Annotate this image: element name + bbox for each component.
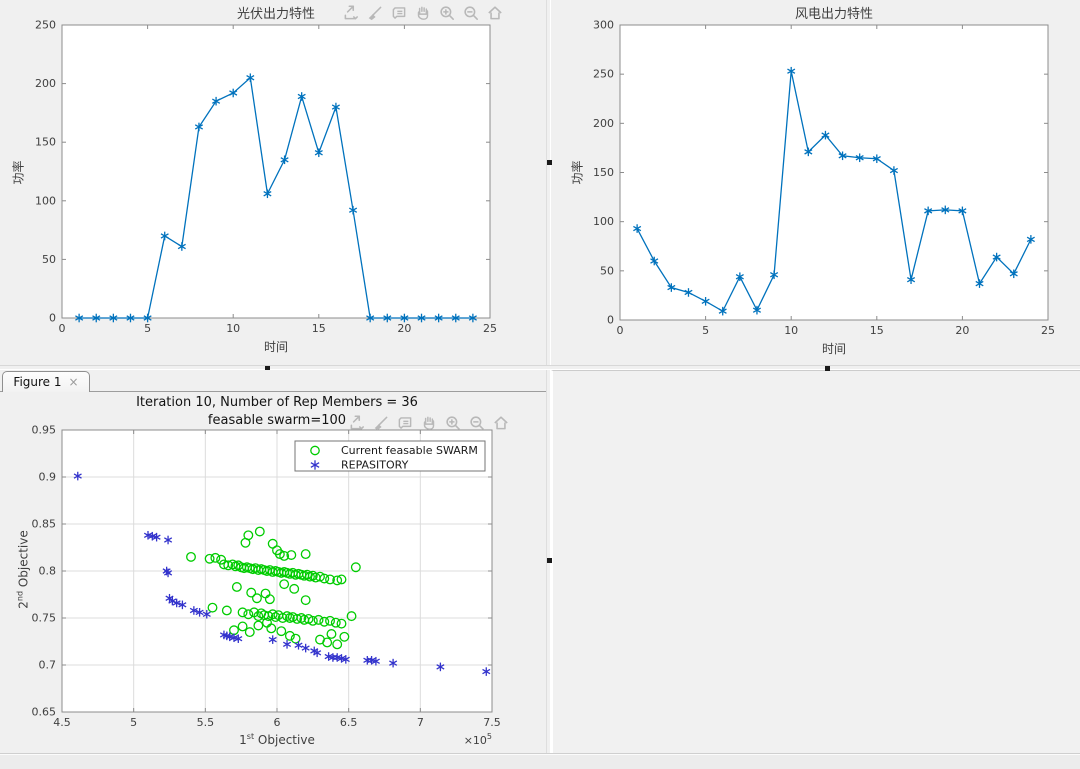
- svg-text:200: 200: [35, 77, 56, 90]
- status-bar: [0, 754, 1080, 769]
- svg-text:250: 250: [593, 68, 614, 81]
- svg-text:0.7: 0.7: [39, 659, 57, 672]
- svg-text:150: 150: [593, 166, 614, 179]
- home-icon[interactable]: [491, 413, 510, 432]
- svg-text:0.75: 0.75: [32, 612, 57, 625]
- legend-label-swarm: Current feasable SWARM: [341, 444, 478, 457]
- pan-icon[interactable]: [413, 3, 432, 22]
- wind-chart-title: 风电出力特性: [794, 7, 873, 22]
- svg-text:300: 300: [593, 19, 614, 32]
- svg-text:15: 15: [312, 322, 326, 335]
- svg-text:100: 100: [35, 194, 56, 207]
- svg-text:10: 10: [784, 324, 798, 337]
- pv-xlabel: 时间: [263, 340, 288, 354]
- svg-text:4.5: 4.5: [53, 716, 71, 729]
- svg-text:0: 0: [607, 314, 614, 327]
- wind-xlabel: 时间: [821, 342, 846, 356]
- pareto-title-line1: Iteration 10, Number of Rep Members = 36: [136, 395, 418, 410]
- zoom-out-icon[interactable]: [467, 413, 486, 432]
- wind-figure-panel: 风电出力特性 0 5 10 15 20 25 0 50 100 150 200 250 300 功率 时…: [551, 0, 1080, 365]
- svg-text:0.95: 0.95: [32, 424, 57, 437]
- svg-text:100: 100: [593, 215, 614, 228]
- pareto-ylabel: 2nd Objective: [15, 530, 31, 609]
- svg-text:0: 0: [49, 312, 56, 325]
- x-axis-multiplier: ×105: [464, 732, 492, 747]
- figure1-panel: Figure 1 × Iteration 10, Number of Rep M…: [0, 370, 546, 754]
- datatip-icon[interactable]: [395, 413, 414, 432]
- svg-text:5: 5: [130, 716, 137, 729]
- vertical-splitter-bottom[interactable]: [546, 370, 552, 754]
- vertical-splitter-top[interactable]: [546, 0, 552, 365]
- zoom-in-icon[interactable]: [443, 413, 462, 432]
- axes-toolbar: [341, 3, 504, 22]
- svg-text:6.5: 6.5: [340, 716, 358, 729]
- svg-text:250: 250: [35, 19, 56, 32]
- tab-close-icon[interactable]: ×: [68, 375, 79, 389]
- tab-figure-1[interactable]: Figure 1 ×: [2, 371, 90, 392]
- svg-text:5.5: 5.5: [197, 716, 215, 729]
- splitter-handle[interactable]: [547, 160, 552, 165]
- legend-label-repository: REPASITORY: [341, 459, 409, 472]
- svg-text:5: 5: [702, 324, 709, 337]
- svg-text:20: 20: [955, 324, 969, 337]
- svg-text:15: 15: [870, 324, 884, 337]
- splitter-handle[interactable]: [825, 366, 830, 371]
- svg-text:0.8: 0.8: [39, 565, 57, 578]
- svg-text:10: 10: [226, 322, 240, 335]
- svg-text:20: 20: [397, 322, 411, 335]
- brush-icon[interactable]: [371, 413, 390, 432]
- svg-text:6: 6: [274, 716, 281, 729]
- splitter-handle[interactable]: [265, 366, 270, 371]
- svg-text:25: 25: [1041, 324, 1055, 337]
- pv-ylabel: 功率: [11, 160, 26, 185]
- svg-text:50: 50: [600, 264, 614, 277]
- export-icon[interactable]: [347, 413, 366, 432]
- axes-toolbar: [347, 413, 510, 432]
- svg-text:50: 50: [42, 253, 56, 266]
- brush-icon[interactable]: [365, 3, 384, 22]
- splitter-handle[interactable]: [547, 558, 552, 563]
- zoom-out-icon[interactable]: [461, 3, 480, 22]
- svg-text:200: 200: [593, 117, 614, 130]
- svg-text:0.65: 0.65: [32, 706, 57, 719]
- empty-panel: [551, 370, 1080, 754]
- wind-ylabel: 功率: [570, 160, 585, 185]
- datatip-icon[interactable]: [389, 3, 408, 22]
- home-icon[interactable]: [485, 3, 504, 22]
- svg-text:5: 5: [144, 322, 151, 335]
- legend: Current feasable SWARM REPASITORY: [294, 440, 486, 472]
- tab-figure-1-label: Figure 1: [13, 375, 62, 389]
- svg-text:150: 150: [35, 136, 56, 149]
- pareto-xlabel: 1st Objective: [239, 732, 315, 747]
- pv-figure-panel: 光伏出力特性: [0, 0, 546, 365]
- svg-text:25: 25: [483, 322, 497, 335]
- zoom-in-icon[interactable]: [437, 3, 456, 22]
- horizontal-splitter[interactable]: [0, 365, 1080, 371]
- svg-text:0.85: 0.85: [32, 518, 57, 531]
- svg-text:0: 0: [617, 324, 624, 337]
- pareto-chart: 4.5 5 5.5 6 6.5 7 7.5 0.65 0.7 0.75 0.8 0.85 0.9 0.95…: [32, 424, 501, 748]
- svg-text:0: 0: [59, 322, 66, 335]
- svg-text:7.5: 7.5: [483, 716, 501, 729]
- svg-text:7: 7: [417, 716, 424, 729]
- export-icon[interactable]: [341, 3, 360, 22]
- pv-chart-title: 光伏出力特性: [236, 7, 315, 22]
- pareto-title-line2: feasable swarm=100: [207, 413, 347, 428]
- svg-text:0.9: 0.9: [39, 471, 57, 484]
- figure-tab-bar: Figure 1 ×: [0, 370, 546, 392]
- pan-icon[interactable]: [419, 413, 438, 432]
